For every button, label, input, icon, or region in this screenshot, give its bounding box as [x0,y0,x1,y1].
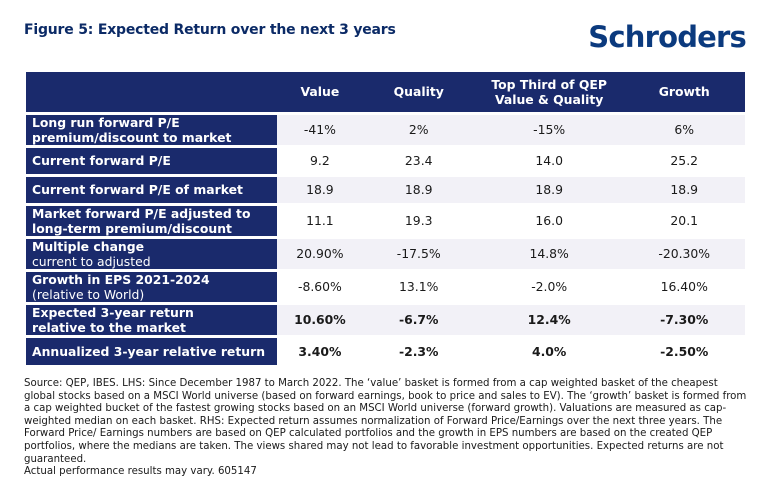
table-header-row: Value Quality Top Third of QEP Value & Q… [26,72,745,113]
table-row: Current forward P/E 9.2 23.4 14.0 25.2 [26,146,745,175]
label-line1: Market forward P/E adjusted to [32,205,251,221]
figure-title: Figure 5: Expected Return over the next … [24,22,396,38]
cell-quality: 2% [362,113,475,146]
expected-return-table: Value Quality Top Third of QEP Value & Q… [26,72,745,365]
footnote-text: Source: QEP, IBES. LHS: Since December 1… [24,378,747,465]
schroders-logo: Schroders [588,20,747,54]
header-top-third-line2: Value & Quality [494,91,604,107]
cell-quality: -2.3% [362,336,475,365]
cell-value: 10.60% [277,303,363,336]
label-line2: premium/discount to market [32,129,232,145]
row-label-expected-return: Expected 3-year return relative to the m… [26,303,278,336]
table-row: Market forward P/E adjusted to long-term… [26,204,745,237]
row-label-long-run-pe: Long run forward P/E premium/discount to… [26,113,278,146]
header-empty-cell [26,72,278,113]
cell-top-third: 12.4% [474,303,624,336]
cell-growth: 6% [623,113,745,146]
label-line2: relative to the market [32,319,186,335]
cell-growth: -7.30% [623,303,745,336]
table-row: Growth in EPS 2021-2024 (relative to Wor… [26,270,745,303]
cell-top-third: 14.0 [474,146,624,175]
label-sub: (relative to World) [32,286,145,302]
cell-value: 11.1 [277,204,363,237]
cell-growth: 16.40% [623,270,745,303]
label-line1: Expected 3-year return [32,304,194,320]
cell-quality: 18.9 [362,175,475,204]
table-row: Multiple change current to adjusted 20.9… [26,237,745,270]
label-line1: Long run forward P/E [32,114,180,130]
header-value: Value [277,72,363,113]
label-line2: long-term premium/discount [32,220,232,236]
table-row: Expected 3-year return relative to the m… [26,303,745,336]
label-main: Multiple change [32,238,145,254]
label-main: Growth in EPS 2021-2024 [32,271,210,287]
row-label-market-pe-adjusted: Market forward P/E adjusted to long-term… [26,204,278,237]
cell-top-third: 16.0 [474,204,624,237]
header-quality: Quality [362,72,475,113]
cell-value: 20.90% [277,237,363,270]
footnote-last-line: Actual performance results may vary. 605… [24,466,257,478]
source-footnote: Source: QEP, IBES. LHS: Since December 1… [24,378,748,479]
label-sub: current to adjusted [32,253,151,269]
table-row: Annualized 3-year relative return 3.40% … [26,336,745,365]
cell-value: 3.40% [277,336,363,365]
cell-quality: 13.1% [362,270,475,303]
cell-growth: 18.9 [623,175,745,204]
row-label-eps-growth: Growth in EPS 2021-2024 (relative to Wor… [26,270,278,303]
cell-quality: -6.7% [362,303,475,336]
cell-top-third: -2.0% [474,270,624,303]
cell-value: -41% [277,113,363,146]
table-row: Current forward P/E of market 18.9 18.9 … [26,175,745,204]
row-label-current-pe: Current forward P/E [26,146,278,175]
header-top-third-line1: Top Third of QEP [491,76,607,92]
header-growth: Growth [623,72,745,113]
cell-top-third: 14.8% [474,237,624,270]
cell-growth: 20.1 [623,204,745,237]
cell-top-third: 4.0% [474,336,624,365]
cell-growth: -2.50% [623,336,745,365]
cell-value: 18.9 [277,175,363,204]
cell-quality: 19.3 [362,204,475,237]
header-top-third-qep: Top Third of QEP Value & Quality [474,72,624,113]
row-label-market-pe: Current forward P/E of market [26,175,278,204]
cell-growth: 25.2 [623,146,745,175]
cell-top-third: 18.9 [474,175,624,204]
cell-quality: -17.5% [362,237,475,270]
cell-value: 9.2 [277,146,363,175]
row-label-annualized-return: Annualized 3-year relative return [26,336,278,365]
cell-top-third: -15% [474,113,624,146]
cell-growth: -20.30% [623,237,745,270]
row-label-multiple-change: Multiple change current to adjusted [26,237,278,270]
cell-value: -8.60% [277,270,363,303]
cell-quality: 23.4 [362,146,475,175]
table-row: Long run forward P/E premium/discount to… [26,113,745,146]
